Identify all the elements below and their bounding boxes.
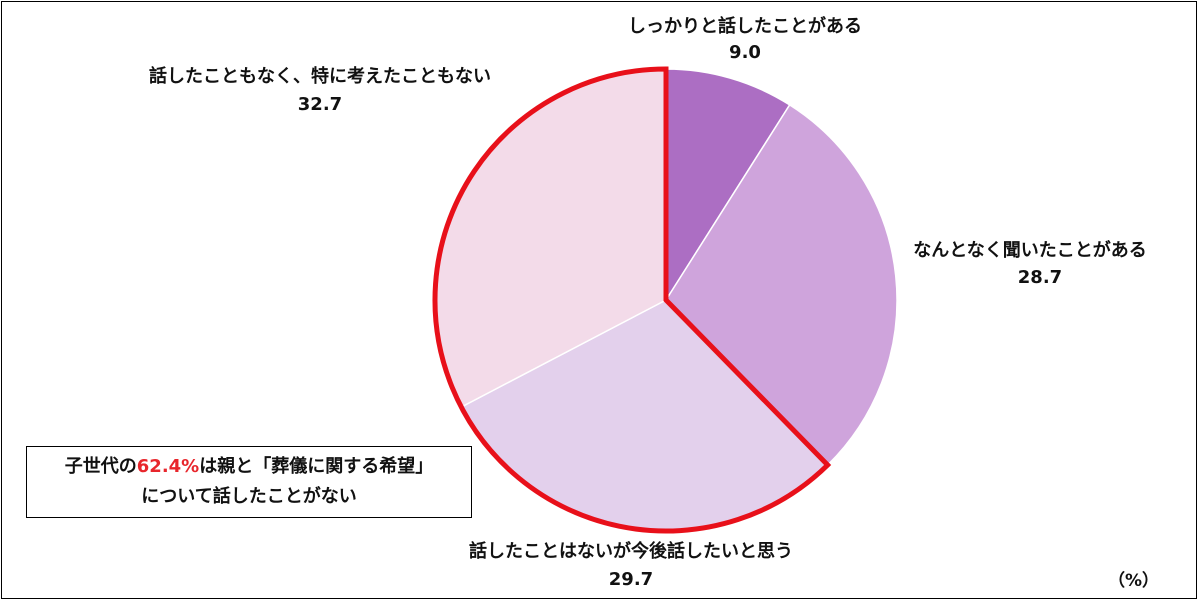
slice-value-2: 29.7 bbox=[609, 569, 653, 590]
slice-label-2: 話したことはないが今後話したいと思う bbox=[469, 540, 793, 562]
slice-label-1: なんとなく聞いたことがある bbox=[913, 239, 1146, 261]
slice-value-1: 28.7 bbox=[1018, 267, 1062, 288]
slice-label-0: しっかりと話したことがある bbox=[628, 15, 862, 37]
pie-slice-1 bbox=[665, 103, 898, 467]
callout-text-pre: 子世代の bbox=[64, 456, 137, 477]
callout-highlight-value: 62.4% bbox=[136, 456, 200, 477]
callout-text-post: は親と「葬儀に関する希望」 bbox=[199, 456, 434, 477]
slice-value-3: 32.7 bbox=[298, 94, 342, 115]
callout-line-2: について話したことがない bbox=[141, 486, 357, 507]
slice-label-3: 話したこともなく、特に考えたこともない bbox=[149, 65, 491, 87]
highlight-outline bbox=[432, 66, 832, 534]
pie-slice-0 bbox=[665, 68, 791, 303]
slice-value-0: 9.0 bbox=[729, 42, 761, 63]
callout-line-1: 子世代の62.4%は親と「葬儀に関する希望」 bbox=[27, 452, 471, 482]
callout-box: 子世代の62.4%は親と「葬儀に関する希望」 について話したことがない bbox=[26, 446, 472, 518]
unit-label: （%） bbox=[1108, 571, 1160, 591]
